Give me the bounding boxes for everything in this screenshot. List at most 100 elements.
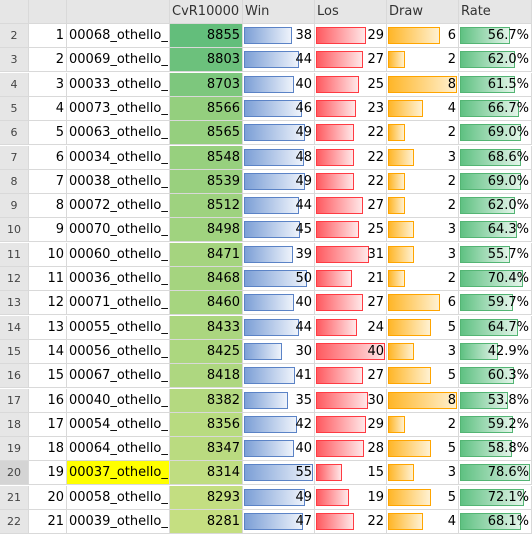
cvr-cell[interactable]: 8512 bbox=[170, 194, 243, 219]
name-cell[interactable]: 00072_othello_ bbox=[67, 194, 170, 219]
rate-cell[interactable]: 55.7% bbox=[459, 242, 532, 267]
name-cell[interactable]: 00034_othello_ bbox=[67, 145, 170, 170]
rank-cell[interactable]: 15 bbox=[29, 364, 67, 389]
los-cell[interactable]: 22 bbox=[315, 510, 387, 534]
rank-cell[interactable]: 5 bbox=[29, 121, 67, 146]
row-number[interactable]: 19 bbox=[0, 437, 29, 462]
name-cell[interactable]: 00056_othello_ bbox=[67, 339, 170, 364]
rank-cell[interactable]: 19 bbox=[29, 461, 67, 486]
cvr-cell[interactable]: 8314 bbox=[170, 461, 243, 486]
win-cell[interactable]: 44 bbox=[243, 48, 315, 73]
win-cell[interactable]: 41 bbox=[243, 364, 315, 389]
los-cell[interactable]: 15 bbox=[315, 461, 387, 486]
rate-cell[interactable]: 64.7% bbox=[459, 315, 532, 340]
win-cell[interactable]: 49 bbox=[243, 121, 315, 146]
rate-cell[interactable]: 68.1% bbox=[459, 510, 532, 534]
los-cell[interactable]: 29 bbox=[315, 412, 387, 437]
cvr-cell[interactable]: 8471 bbox=[170, 242, 243, 267]
los-cell[interactable]: 22 bbox=[315, 169, 387, 194]
los-cell[interactable]: 25 bbox=[315, 72, 387, 97]
cvr-cell[interactable]: 8565 bbox=[170, 121, 243, 146]
los-cell[interactable]: 27 bbox=[315, 364, 387, 389]
los-cell[interactable]: 22 bbox=[315, 145, 387, 170]
cvr-cell[interactable]: 8460 bbox=[170, 291, 243, 316]
header-col-c[interactable] bbox=[67, 0, 170, 24]
cvr-cell[interactable]: 8498 bbox=[170, 218, 243, 243]
cvr-cell[interactable]: 8433 bbox=[170, 315, 243, 340]
row-number[interactable]: 10 bbox=[0, 218, 29, 243]
name-cell[interactable]: 00067_othello_ bbox=[67, 364, 170, 389]
cvr-cell[interactable]: 8703 bbox=[170, 72, 243, 97]
corner-cell[interactable] bbox=[0, 0, 29, 24]
win-cell[interactable]: 55 bbox=[243, 461, 315, 486]
rank-cell[interactable]: 21 bbox=[29, 510, 67, 534]
draw-cell[interactable]: 2 bbox=[387, 267, 459, 291]
rate-cell[interactable]: 78.6% bbox=[459, 461, 532, 486]
cvr-cell[interactable]: 8356 bbox=[170, 412, 243, 437]
los-cell[interactable]: 23 bbox=[315, 96, 387, 121]
rate-cell[interactable]: 66.7% bbox=[459, 96, 532, 121]
row-number[interactable]: 15 bbox=[0, 339, 29, 364]
rate-cell[interactable]: 70.4% bbox=[459, 267, 532, 291]
name-cell[interactable]: 00071_othello_ bbox=[67, 291, 170, 316]
rank-cell[interactable]: 7 bbox=[29, 169, 67, 194]
row-number[interactable]: 5 bbox=[0, 96, 29, 121]
los-cell[interactable]: 27 bbox=[315, 291, 387, 316]
row-number[interactable]: 17 bbox=[0, 388, 29, 413]
win-cell[interactable]: 49 bbox=[243, 169, 315, 194]
row-number[interactable]: 22 bbox=[0, 510, 29, 534]
rank-cell[interactable]: 8 bbox=[29, 194, 67, 219]
header-los[interactable]: Los bbox=[315, 0, 387, 24]
los-cell[interactable]: 31 bbox=[315, 242, 387, 267]
header-draw[interactable]: Draw bbox=[387, 0, 459, 24]
los-cell[interactable]: 24 bbox=[315, 315, 387, 340]
rate-cell[interactable]: 61.5% bbox=[459, 72, 532, 97]
rank-cell[interactable]: 4 bbox=[29, 96, 67, 121]
win-cell[interactable]: 38 bbox=[243, 24, 315, 48]
rank-cell[interactable]: 20 bbox=[29, 485, 67, 510]
row-number[interactable]: 11 bbox=[0, 242, 29, 267]
draw-cell[interactable]: 6 bbox=[387, 24, 459, 48]
los-cell[interactable]: 19 bbox=[315, 485, 387, 510]
name-cell[interactable]: 00039_othello_ bbox=[67, 510, 170, 534]
win-cell[interactable]: 46 bbox=[243, 96, 315, 121]
rank-cell[interactable]: 9 bbox=[29, 218, 67, 243]
name-cell[interactable]: 00068_othello_ bbox=[67, 24, 170, 48]
rate-cell[interactable]: 69.0% bbox=[459, 169, 532, 194]
win-cell[interactable]: 40 bbox=[243, 437, 315, 462]
name-cell[interactable]: 00054_othello_ bbox=[67, 412, 170, 437]
draw-cell[interactable]: 2 bbox=[387, 48, 459, 73]
row-number[interactable]: 9 bbox=[0, 194, 29, 219]
rank-cell[interactable]: 12 bbox=[29, 291, 67, 316]
row-number[interactable]: 12 bbox=[0, 267, 29, 291]
row-number[interactable]: 16 bbox=[0, 364, 29, 389]
rate-cell[interactable]: 69.0% bbox=[459, 121, 532, 146]
win-cell[interactable]: 35 bbox=[243, 388, 315, 413]
los-cell[interactable]: 28 bbox=[315, 437, 387, 462]
los-cell[interactable]: 27 bbox=[315, 194, 387, 219]
name-cell[interactable]: 00063_othello_ bbox=[67, 121, 170, 146]
win-cell[interactable]: 44 bbox=[243, 194, 315, 219]
rank-cell[interactable]: 6 bbox=[29, 145, 67, 170]
cvr-cell[interactable]: 8425 bbox=[170, 339, 243, 364]
rank-cell[interactable]: 13 bbox=[29, 315, 67, 340]
rate-cell[interactable]: 62.0% bbox=[459, 194, 532, 219]
row-number[interactable]: 13 bbox=[0, 291, 29, 316]
draw-cell[interactable]: 3 bbox=[387, 218, 459, 243]
name-cell[interactable]: 00058_othello_ bbox=[67, 485, 170, 510]
draw-cell[interactable]: 5 bbox=[387, 315, 459, 340]
row-number[interactable]: 8 bbox=[0, 169, 29, 194]
cvr-cell[interactable]: 8293 bbox=[170, 485, 243, 510]
win-cell[interactable]: 42 bbox=[243, 412, 315, 437]
los-cell[interactable]: 22 bbox=[315, 121, 387, 146]
name-cell[interactable]: 00073_othello_ bbox=[67, 96, 170, 121]
name-cell[interactable]: 00038_othello_ bbox=[67, 169, 170, 194]
win-cell[interactable]: 47 bbox=[243, 510, 315, 534]
los-cell[interactable]: 30 bbox=[315, 388, 387, 413]
win-cell[interactable]: 40 bbox=[243, 291, 315, 316]
rank-cell[interactable]: 11 bbox=[29, 267, 67, 291]
row-number[interactable]: 6 bbox=[0, 121, 29, 146]
rate-cell[interactable]: 53.8% bbox=[459, 388, 532, 413]
name-cell[interactable]: 00070_othello_ bbox=[67, 218, 170, 243]
draw-cell[interactable]: 5 bbox=[387, 437, 459, 462]
